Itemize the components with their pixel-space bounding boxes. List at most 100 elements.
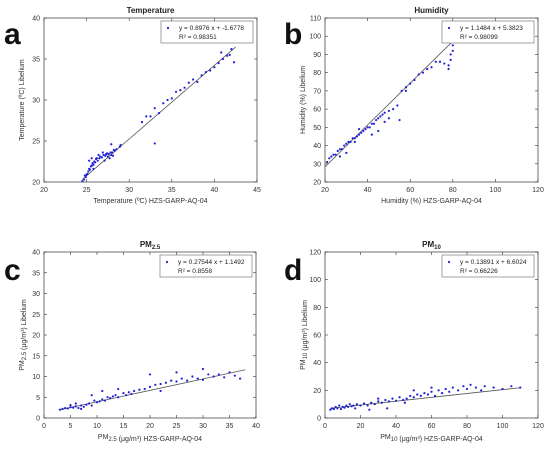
panel-a-data-point	[170, 97, 173, 100]
panel-c-data-point	[74, 405, 77, 408]
panel-c-ylabel: PM2.5 (μg/m³) Libelium	[19, 299, 28, 371]
panel-d-data-point	[457, 389, 460, 392]
panel-a-xlabel: Temperature (ºC) HZS-GARP-AQ-04	[93, 198, 207, 205]
panel-a-data-point	[204, 71, 207, 74]
panel-a-data-point	[153, 142, 156, 145]
panel-c-data-point	[122, 392, 125, 395]
panel-b-data-point	[383, 120, 386, 123]
panel-d-data-point	[451, 386, 454, 389]
panel-b-data-point	[364, 128, 367, 131]
panel-c-data-point	[72, 406, 75, 409]
panel-a-data-point	[94, 161, 97, 164]
panel-b-legend-fit-label: y = 1.1484 x + 5.3823	[460, 25, 523, 32]
panel-a-data-point	[92, 167, 95, 170]
panel-b-data-point	[449, 53, 452, 56]
panel-c-xtick-label: 5	[69, 423, 73, 430]
panel-b-ytick-label: 20	[313, 180, 321, 187]
panel-c-xlabel: PM2.5 (μg/m³) HZS-GARP-AQ-04	[98, 434, 202, 443]
panel-a-data-point	[183, 86, 186, 89]
panel-a-data-point	[81, 180, 84, 182]
panel-a-data-point	[91, 162, 94, 165]
panel-b-data-point	[404, 86, 408, 89]
panel-b-data-point	[413, 78, 416, 82]
panel-b-data-point	[360, 131, 363, 134]
panel-d-ytick-label: 20	[313, 388, 321, 395]
panel-d-data-point	[437, 389, 440, 392]
panel-d-fit-line	[330, 387, 521, 409]
panel-a-legend	[160, 20, 254, 44]
panel-b-data-point	[387, 117, 390, 120]
panel-a-data-point	[230, 48, 233, 51]
panel-d-data-point	[394, 399, 398, 402]
panel-a-data-point	[110, 143, 113, 146]
panel-d-data-point	[377, 400, 380, 403]
panel-d-data-point	[380, 401, 383, 404]
panel-a-data-point	[217, 62, 220, 65]
panel-c-data-point	[223, 376, 226, 379]
panel-b-data-point	[392, 108, 395, 111]
panel-b-xtick-label: 20	[321, 187, 329, 194]
panel-c-data-point	[138, 388, 141, 391]
panel-c-xtick-label: 40	[252, 423, 260, 430]
panel-c-data-point	[90, 404, 93, 407]
panel-b-letter: b	[284, 18, 302, 51]
panel-b-legend-r2-label: R² = 0.98099	[460, 34, 498, 41]
panel-c-data-point	[191, 375, 194, 378]
panel-b-data-point	[332, 153, 335, 156]
panel-a-data-point	[196, 80, 199, 84]
panel-a-xtick-label: 40	[211, 187, 219, 194]
panel-c-data-point	[87, 402, 91, 405]
panel-d-data-point	[419, 394, 422, 397]
panel-d-data-point	[405, 397, 408, 400]
panel-c-data-point	[164, 381, 167, 384]
panel-d-xtick-label: 60	[428, 423, 436, 430]
panel-b-data-point	[357, 133, 361, 136]
panel-d-ylabel: PM10 (μg/m³) Libelium	[300, 300, 309, 370]
panel-d-data-point	[474, 386, 477, 389]
panel-a-data-point	[115, 148, 118, 151]
panel-d-data-point	[339, 407, 343, 411]
panel-b-data-point	[377, 117, 380, 120]
panel-d-data-point	[416, 393, 419, 396]
panel-d-data-point	[373, 403, 376, 406]
panel-c-xtick-label: 20	[146, 423, 154, 430]
panel-b-ytick-label: 70	[313, 88, 321, 95]
panel-c-data-point	[66, 407, 69, 410]
panel-a-data-point	[220, 51, 223, 54]
panel-d-legend	[441, 254, 535, 278]
panel-c-title: PM2.5	[140, 240, 161, 251]
panel-d-xtick-label: 0	[323, 423, 327, 430]
panel-d-data-point	[352, 404, 355, 407]
panel-c-ytick-label: 0	[36, 416, 40, 423]
panel-b-data-point	[377, 129, 380, 133]
panel-d-data-point	[430, 390, 433, 393]
panel-d-data-point	[448, 390, 451, 393]
panel-d-data-point	[423, 392, 426, 395]
panel-b-data-point	[375, 118, 378, 122]
panel-c-ytick-label: 20	[32, 333, 40, 340]
panel-b-ytick-label: 100	[309, 34, 321, 41]
panel-c-data-point	[61, 407, 64, 410]
panel-d-data-point	[426, 393, 430, 396]
panel-b-data-point	[345, 151, 348, 154]
panel-b-data-point	[368, 126, 371, 129]
panel-b-data-point	[357, 128, 361, 131]
panel-c-data-point	[101, 398, 104, 401]
panel-c: c PM2.5 0 5 10 15 20 25 30 35 40 0 5 10 15 20 25 30 35 40 PM…	[4, 240, 260, 443]
panel-b-data-point	[398, 118, 401, 122]
panel-c-data-point	[114, 394, 117, 397]
panel-a-xtick-label: 30	[125, 187, 133, 194]
panel-c-data-point	[159, 382, 162, 386]
panel-d-data-point	[345, 404, 348, 407]
panel-a-ytick-label: 40	[32, 16, 40, 23]
panel-b-ytick-label: 50	[313, 125, 321, 132]
panel-b-ytick-label: 110	[310, 16, 321, 23]
panel-c-ytick-label: 35	[32, 270, 40, 277]
panel-b-data-point	[421, 71, 425, 74]
panel-c-data-point	[111, 395, 114, 398]
panel-a-data-point	[102, 153, 105, 157]
panel-d-data-point	[519, 386, 522, 389]
panel-a-data-point	[82, 178, 86, 181]
panel-c-data-point	[175, 371, 178, 374]
panel-a-data-point	[119, 144, 122, 147]
